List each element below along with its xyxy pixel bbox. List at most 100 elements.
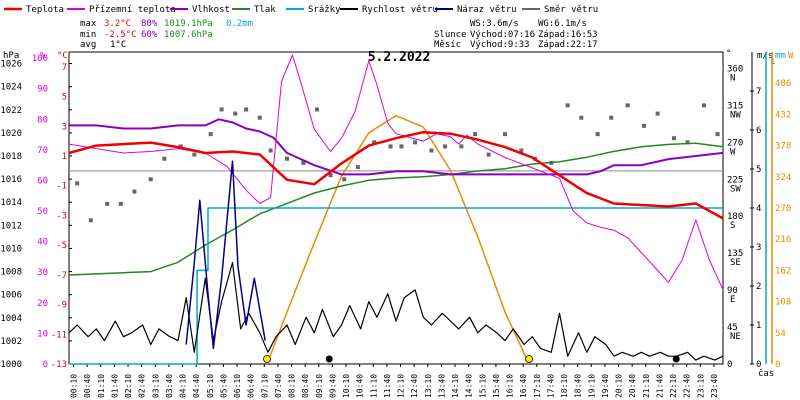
wind-direction-point [268,148,273,153]
wind-direction-point [625,103,630,108]
x-tick-label: 11:40 [383,374,392,398]
info-wg: WG:6.1m/s [538,19,587,29]
x-tick-label: 18:10 [560,374,569,398]
temp-axis-label: °C [57,51,68,61]
x-tick-label: 08:40 [301,374,310,398]
dir-compass-label: NE [730,332,741,342]
dir-compass-label: S [730,221,735,231]
wind-direction-point [413,140,418,145]
stats-min-label: min [80,30,96,40]
wind-direction-point [565,103,570,108]
x-tick-label: 10:10 [342,374,351,398]
w-axis-label: W [788,51,794,61]
dir-compass-label: E [730,295,735,305]
dir-compass-label: SE [730,258,741,268]
wind-direction-point [685,140,690,145]
plot-area [68,51,724,367]
x-tick-label: 01:40 [110,374,119,398]
stats-max-hum: 80% [141,19,158,29]
wind-direction-point [388,144,393,149]
x-tick-label: 22:40 [683,374,692,398]
wind-direction-point [75,181,80,186]
wind-direction-point [429,148,434,153]
hpa-axis-label: hPa [3,51,19,61]
wind-direction-point [285,156,289,161]
wind-direction-point [355,164,360,169]
x-tick-label: 16:10 [506,374,515,398]
stats-avg-label: avg [80,40,96,50]
hpa-tick-label: 1006 [0,291,22,301]
x-tick-label: 18:40 [574,374,583,398]
info-moon-label: Měsíc [434,40,461,50]
pct-tick-label: 10 [37,329,48,339]
wind-direction-point [162,156,167,161]
temp-tick-label: -13 [51,360,67,370]
wind-direction-point [148,177,153,182]
x-tick-label: 13:40 [437,374,446,398]
w-tick-label: 324 [775,173,791,183]
w-tick-label: 216 [775,235,791,245]
pct-tick-label: 20 [37,299,48,309]
pct-tick-label: 80 [37,115,48,125]
dir-tick-label: 45 [727,323,738,333]
temp-tick-label: 5 [62,93,67,103]
temp-tick-label: -5 [56,241,67,251]
x-tick-label: 05:10 [206,374,215,398]
wind-direction-point [88,218,93,223]
x-tick-label: 05:40 [219,374,228,398]
temp-tick-label: -1 [56,182,67,192]
dir-tick-label: 270 [727,138,743,148]
legend-label-tlak: Tlak [254,5,276,15]
ms-tick-label: 6 [756,126,761,136]
wind-direction-point [342,177,347,182]
x-tick-label: 00:40 [83,374,92,398]
ms-tick-label: 3 [756,243,761,253]
x-tick-label: 03:40 [165,374,174,398]
legend-label-srazky: Srážky [308,5,341,15]
wind-direction-point [328,173,333,178]
ms-tick-label: 0 [756,360,761,370]
x-tick-label: 07:10 [260,374,269,398]
hpa-tick-label: 1020 [0,129,22,139]
series-teplota [68,130,724,220]
wind-direction-point [208,132,213,137]
legend: Teplota Přízemní teplota Vlhkost Tlak Sr… [4,5,598,15]
pct-tick-label: 100 [32,54,48,64]
solar-curve [266,114,530,365]
hpa-tick-label: 1022 [0,106,22,116]
series-rychlost-vetru [68,262,724,361]
ms-tick-label: 5 [756,165,761,175]
w-tick-label: 108 [775,298,791,308]
info-sunrise: Východ:07:16 [470,30,535,40]
wind-direction-point [118,201,123,206]
stats-block: max 3.2°C 80% 1019.1hPa 0.2mm min -2.5°C… [80,19,253,50]
x-tick-label: 12:10 [397,374,406,398]
hpa-tick-label: 1002 [0,337,22,347]
wind-direction-point [105,201,110,206]
x-tick-label: 08:10 [288,374,297,398]
pct-tick-label: 0 [43,360,48,370]
wind-direction-point [519,148,524,153]
stats-rain: 0.2mm [226,19,253,29]
x-tick-label: 03:10 [151,374,160,398]
sun-marker [263,355,271,363]
ms-tick-label: 2 [756,282,761,292]
wind-direction-point [244,107,249,112]
dir-tick-label: 180 [727,212,743,222]
series-prizemni-teplota [68,54,724,290]
x-tick-label: 23:10 [696,374,705,398]
sun-marker [525,355,533,363]
hpa-tick-label: 1016 [0,175,22,185]
temp-tick-label: 1 [62,152,67,162]
x-tick-label: 19:40 [601,374,610,398]
pct-tick-label: 90 [37,85,48,95]
x-tick-label: 21:10 [642,374,651,398]
pct-axis-label: % [40,51,46,61]
pct-tick-label: 30 [37,268,48,278]
stats-max-temp: 3.2°C [104,19,131,29]
ms-tick-label: 4 [756,204,761,214]
series-naraz-vetru [185,160,266,350]
hpa-tick-label: 1026 [0,60,22,70]
hpa-tick-label: 1014 [0,198,22,208]
